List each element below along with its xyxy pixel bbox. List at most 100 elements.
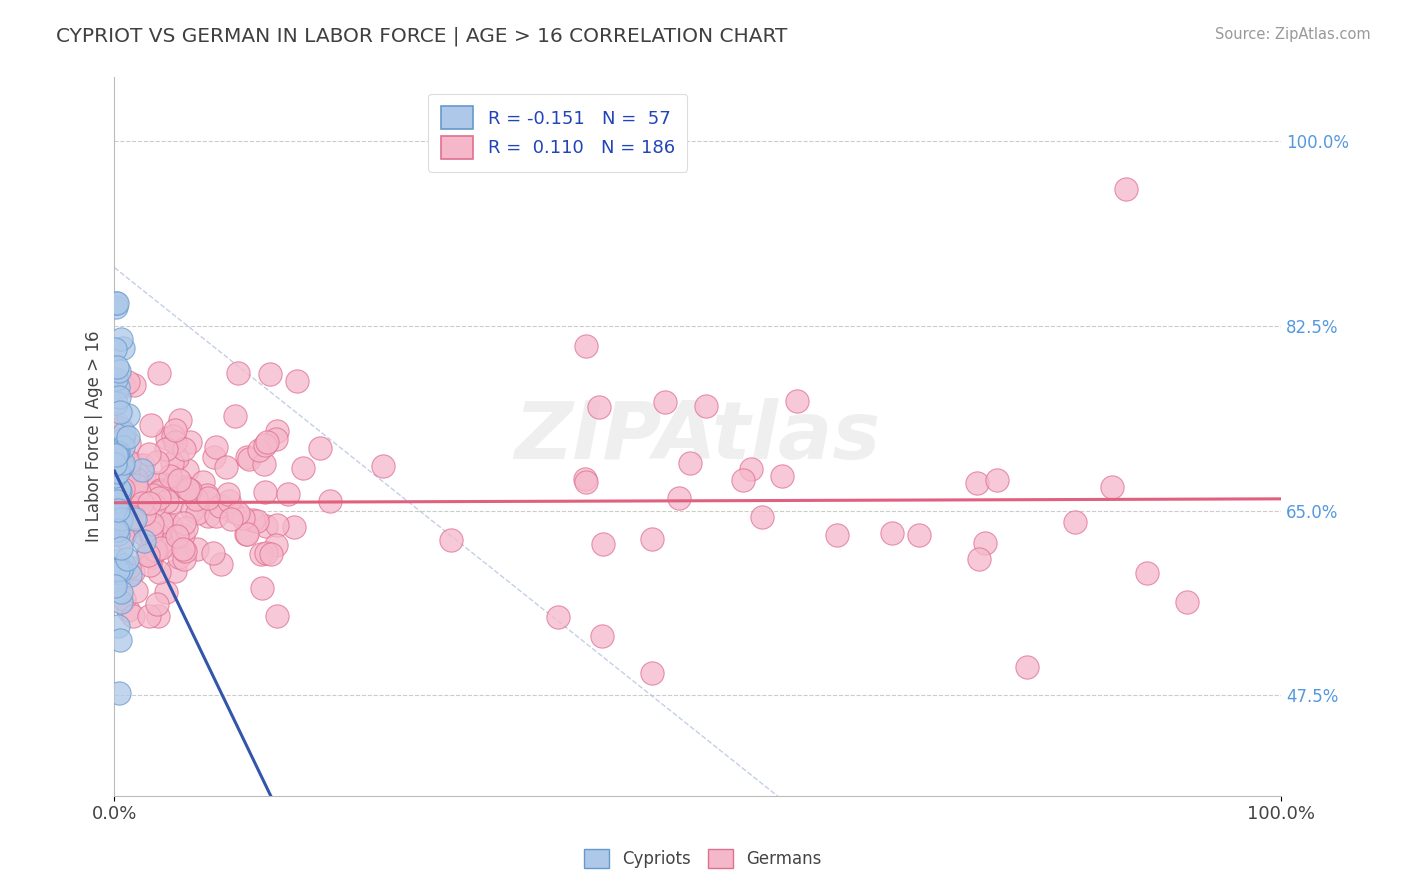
Point — [176, 463, 198, 477]
Point — [138, 447, 160, 461]
Point — [104, 579, 127, 593]
Point — [110, 595, 132, 609]
Point — [107, 500, 129, 514]
Point — [136, 548, 159, 562]
Point — [205, 508, 228, 523]
Point — [146, 597, 169, 611]
Point — [110, 541, 132, 555]
Point — [141, 517, 163, 532]
Point — [254, 438, 277, 452]
Point — [256, 546, 278, 560]
Point — [118, 481, 141, 495]
Point — [139, 558, 162, 572]
Point — [167, 474, 190, 488]
Point — [112, 456, 135, 470]
Point — [107, 465, 129, 479]
Point — [751, 510, 773, 524]
Point — [105, 395, 128, 409]
Point — [110, 421, 132, 435]
Point — [224, 409, 246, 423]
Point — [142, 488, 165, 502]
Point — [159, 517, 181, 532]
Point — [107, 570, 129, 584]
Point — [141, 549, 163, 564]
Point — [155, 538, 177, 552]
Point — [740, 462, 762, 476]
Point — [112, 425, 135, 440]
Point — [246, 514, 269, 528]
Point — [264, 432, 287, 446]
Point — [108, 483, 131, 498]
Point — [142, 498, 165, 512]
Point — [1015, 660, 1038, 674]
Point — [177, 483, 200, 497]
Point — [145, 542, 167, 557]
Point — [146, 476, 169, 491]
Point — [107, 508, 129, 522]
Point — [107, 566, 129, 581]
Point — [173, 480, 195, 494]
Point — [172, 527, 194, 541]
Point — [167, 550, 190, 565]
Point — [156, 478, 179, 492]
Point — [141, 547, 163, 561]
Point — [107, 563, 129, 577]
Point — [118, 436, 141, 450]
Point — [266, 517, 288, 532]
Point — [124, 512, 146, 526]
Point — [125, 472, 148, 486]
Point — [108, 405, 131, 419]
Point — [132, 534, 155, 549]
Point — [770, 469, 793, 483]
Point — [174, 521, 197, 535]
Point — [120, 567, 142, 582]
Point — [107, 503, 129, 517]
Point — [591, 628, 613, 642]
Point — [179, 483, 201, 497]
Point — [156, 431, 179, 445]
Point — [115, 522, 138, 536]
Point — [146, 609, 169, 624]
Point — [112, 482, 135, 496]
Point — [127, 500, 149, 515]
Point — [253, 457, 276, 471]
Point — [249, 547, 271, 561]
Point — [122, 510, 145, 524]
Point — [166, 451, 188, 466]
Point — [104, 457, 127, 471]
Point — [880, 526, 903, 541]
Point — [105, 416, 128, 430]
Point — [122, 609, 145, 624]
Point — [259, 368, 281, 382]
Point — [160, 520, 183, 534]
Point — [254, 519, 277, 533]
Text: Source: ZipAtlas.com: Source: ZipAtlas.com — [1215, 27, 1371, 42]
Point — [373, 458, 395, 473]
Point — [146, 455, 169, 469]
Point — [107, 445, 129, 459]
Point — [105, 296, 128, 310]
Point — [668, 491, 690, 505]
Point — [169, 413, 191, 427]
Point — [108, 633, 131, 648]
Point — [150, 541, 173, 555]
Point — [173, 543, 195, 558]
Point — [110, 585, 132, 599]
Point — [141, 529, 163, 543]
Point — [111, 433, 134, 447]
Point — [134, 507, 156, 521]
Point — [180, 503, 202, 517]
Point — [260, 547, 283, 561]
Point — [162, 428, 184, 442]
Point — [217, 486, 239, 500]
Point — [107, 380, 129, 394]
Point — [149, 483, 172, 497]
Point — [108, 516, 131, 530]
Point — [179, 435, 201, 450]
Point — [266, 609, 288, 624]
Point — [208, 499, 231, 513]
Point — [105, 454, 128, 468]
Point — [125, 584, 148, 599]
Point — [105, 448, 128, 462]
Point — [115, 521, 138, 535]
